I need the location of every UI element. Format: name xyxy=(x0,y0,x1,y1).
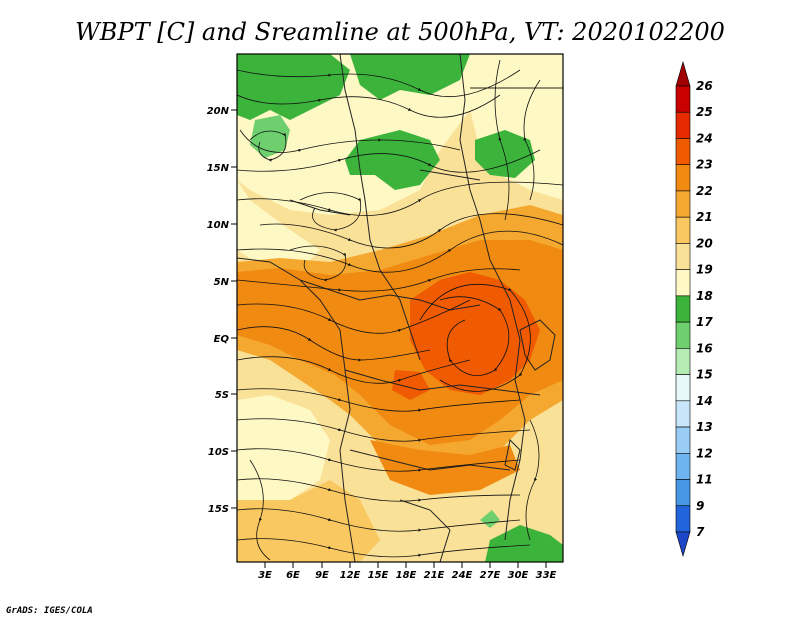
colorbar-swatch xyxy=(675,400,691,428)
colorbar-swatch xyxy=(675,111,691,139)
colorbar-label: 22 xyxy=(696,184,713,198)
colorbar-label: 24 xyxy=(696,131,713,145)
svg-text:15N: 15N xyxy=(207,163,230,174)
wbpt-green-east xyxy=(475,130,535,178)
map-frame xyxy=(236,53,564,563)
colorbar-label: 14 xyxy=(696,394,713,408)
lon-tick: 3E xyxy=(258,562,272,581)
lon-tick: 27E xyxy=(480,562,501,581)
svg-text:21E: 21E xyxy=(424,570,445,581)
lon-tick: 9E xyxy=(315,562,329,581)
colorbar-swatch xyxy=(675,216,691,244)
wbpt-green-south xyxy=(485,525,563,562)
colorbar-swatch xyxy=(675,138,691,166)
svg-text:10S: 10S xyxy=(208,447,229,458)
colorbar-swatch xyxy=(675,295,691,323)
lon-tick: 18E xyxy=(396,562,417,581)
wbpt-green-south-small xyxy=(480,510,500,528)
wbpt-contour-22-south xyxy=(370,440,520,495)
colorbar-swatch xyxy=(675,479,691,507)
colorbar-label: 21 xyxy=(696,210,713,224)
colorbar-label: 25 xyxy=(696,105,713,119)
colorbar-label: 23 xyxy=(696,158,713,172)
wbpt-contour-19-sw xyxy=(237,395,330,500)
colorbar-label: 15 xyxy=(696,368,713,382)
colorbar-swatch xyxy=(675,164,691,192)
lon-tick: 12E xyxy=(340,562,361,581)
svg-text:10N: 10N xyxy=(207,220,230,231)
grads-credit: GrADS: IGES/COLA xyxy=(6,606,93,616)
colorbar-label: 16 xyxy=(696,341,713,355)
colorbar-label: 17 xyxy=(696,315,713,329)
lon-tick: 15E xyxy=(368,562,389,581)
svg-text:5S: 5S xyxy=(215,390,229,401)
svg-text:EQ: EQ xyxy=(214,334,230,345)
colorbar-swatch xyxy=(675,269,691,297)
lat-tick: EQ xyxy=(214,334,237,345)
svg-text:6E: 6E xyxy=(286,570,300,581)
lat-tick: 15S xyxy=(208,504,237,515)
colorbar-label: 19 xyxy=(696,263,713,277)
svg-text:3E: 3E xyxy=(258,570,272,581)
colorbar-swatch xyxy=(675,321,691,349)
colorbar-label: 13 xyxy=(696,420,713,434)
colorbar-label: 9 xyxy=(696,499,704,513)
svg-text:18E: 18E xyxy=(396,570,417,581)
lon-tick: 30E xyxy=(508,562,529,581)
longitude-axis: 3E 6E 9E 12E 15E 18E 21E 24E 27E 30E 33E xyxy=(258,562,557,581)
colorbar-label: 7 xyxy=(696,525,705,539)
lat-tick: 15N xyxy=(207,163,237,174)
svg-text:12E: 12E xyxy=(340,570,361,581)
lat-tick: 10N xyxy=(207,220,237,231)
colorbar-swatch xyxy=(675,505,691,533)
colorbar-swatch xyxy=(675,426,691,454)
lat-tick: 5N xyxy=(214,277,237,288)
lon-tick: 33E xyxy=(536,562,557,581)
lat-tick: 10S xyxy=(208,447,237,458)
svg-text:30E: 30E xyxy=(508,570,529,581)
colorbar-swatch xyxy=(675,190,691,218)
streamlines xyxy=(237,59,563,561)
svg-text:5N: 5N xyxy=(214,277,230,288)
colorbar-label: 20 xyxy=(696,236,713,250)
svg-text:9E: 9E xyxy=(315,570,329,581)
lon-tick: 21E xyxy=(424,562,445,581)
figure-title: WBPT [C] and Sreamline at 500hPa, VT: 20… xyxy=(75,18,725,46)
colorbar: 26 25 24 23 22 21 20 19 18 17 16 15 14 13 12 11 9 7 xyxy=(675,60,713,558)
colorbar-swatch xyxy=(675,85,691,113)
map-panel xyxy=(237,54,563,562)
colorbar-label: 18 xyxy=(696,289,713,303)
colorbar-top-arrow xyxy=(675,60,691,87)
svg-text:24E: 24E xyxy=(452,570,473,581)
colorbar-label: 12 xyxy=(696,446,713,460)
colorbar-bottom-arrow xyxy=(675,531,691,558)
colorbar-swatch xyxy=(675,452,691,480)
colorbar-label: 26 xyxy=(696,79,713,93)
svg-text:15E: 15E xyxy=(368,570,389,581)
lon-tick: 6E xyxy=(286,562,300,581)
colorbar-label: 11 xyxy=(696,473,713,487)
svg-text:20N: 20N xyxy=(207,106,230,117)
svg-text:15S: 15S xyxy=(208,504,229,515)
colorbar-swatch xyxy=(675,348,691,375)
svg-text:27E: 27E xyxy=(480,570,501,581)
colorbar-swatch xyxy=(675,243,691,270)
colorbar-swatch xyxy=(675,374,691,402)
latitude-axis: 20N 15N 10N 5N EQ 5S 10S 15S xyxy=(207,106,237,515)
lat-tick: 20N xyxy=(207,106,237,117)
lat-tick: 5S xyxy=(215,390,237,401)
lon-tick: 24E xyxy=(452,562,473,581)
svg-text:33E: 33E xyxy=(536,570,557,581)
